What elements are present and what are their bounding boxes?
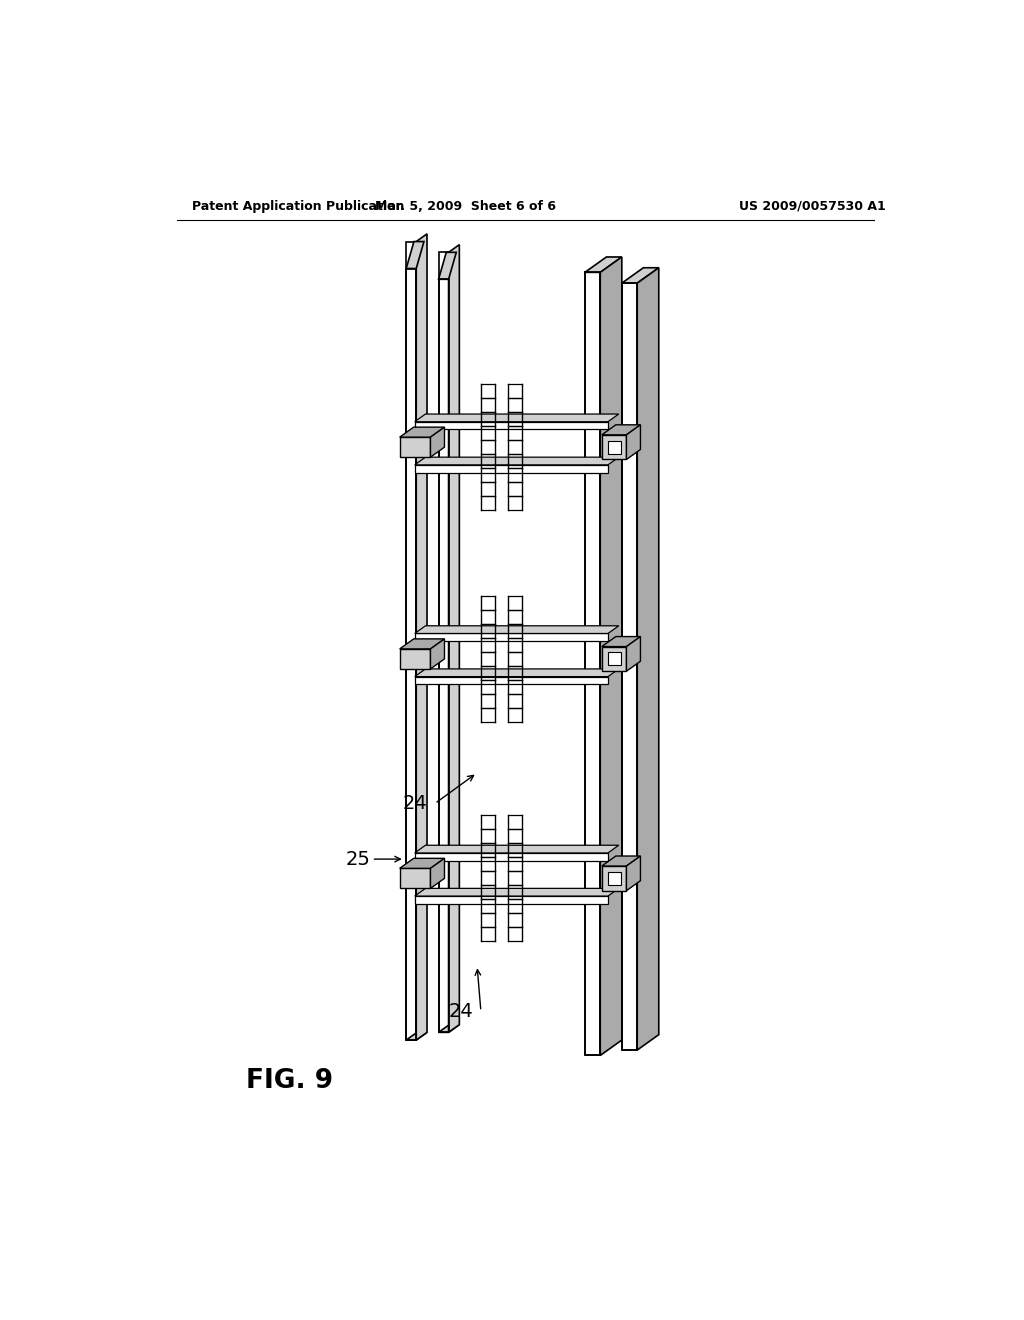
Text: 24: 24 (449, 1002, 473, 1022)
Text: Patent Application Publication: Patent Application Publication (193, 199, 404, 213)
Text: US 2009/0057530 A1: US 2009/0057530 A1 (739, 199, 886, 213)
Polygon shape (430, 639, 444, 669)
Polygon shape (399, 869, 430, 888)
Polygon shape (415, 853, 608, 861)
Polygon shape (627, 857, 640, 891)
Polygon shape (438, 252, 449, 1032)
Polygon shape (438, 1024, 460, 1032)
Polygon shape (602, 866, 627, 891)
Text: 25: 25 (345, 850, 370, 869)
Polygon shape (637, 268, 658, 1051)
Text: Mar. 5, 2009  Sheet 6 of 6: Mar. 5, 2009 Sheet 6 of 6 (375, 199, 556, 213)
Polygon shape (415, 677, 608, 684)
Text: FIG. 9: FIG. 9 (246, 1068, 333, 1094)
Polygon shape (602, 636, 640, 647)
Text: 24: 24 (402, 795, 427, 813)
Polygon shape (416, 234, 427, 1040)
Polygon shape (602, 434, 627, 459)
Polygon shape (415, 888, 618, 896)
Polygon shape (415, 626, 618, 634)
Polygon shape (415, 414, 618, 422)
Polygon shape (415, 465, 608, 473)
Polygon shape (600, 257, 622, 1056)
Polygon shape (585, 257, 622, 272)
Polygon shape (407, 242, 416, 1040)
Polygon shape (622, 268, 658, 284)
Polygon shape (430, 858, 444, 888)
Polygon shape (602, 857, 640, 866)
Polygon shape (430, 428, 444, 457)
Polygon shape (438, 252, 457, 280)
Polygon shape (585, 272, 600, 1056)
Polygon shape (415, 845, 618, 853)
Polygon shape (399, 437, 430, 457)
Polygon shape (415, 457, 618, 465)
Polygon shape (407, 1032, 427, 1040)
Polygon shape (627, 425, 640, 459)
Polygon shape (627, 636, 640, 671)
Polygon shape (399, 639, 444, 649)
Polygon shape (602, 647, 627, 671)
Polygon shape (449, 244, 460, 1032)
Polygon shape (399, 649, 430, 669)
Polygon shape (399, 428, 444, 437)
Polygon shape (415, 896, 608, 904)
Polygon shape (415, 422, 608, 429)
Polygon shape (415, 634, 608, 642)
Polygon shape (415, 669, 618, 677)
Polygon shape (607, 873, 621, 884)
Polygon shape (399, 858, 444, 869)
Polygon shape (622, 284, 637, 1051)
Polygon shape (602, 425, 640, 434)
Polygon shape (607, 652, 621, 665)
Polygon shape (607, 441, 621, 454)
Polygon shape (407, 242, 424, 268)
